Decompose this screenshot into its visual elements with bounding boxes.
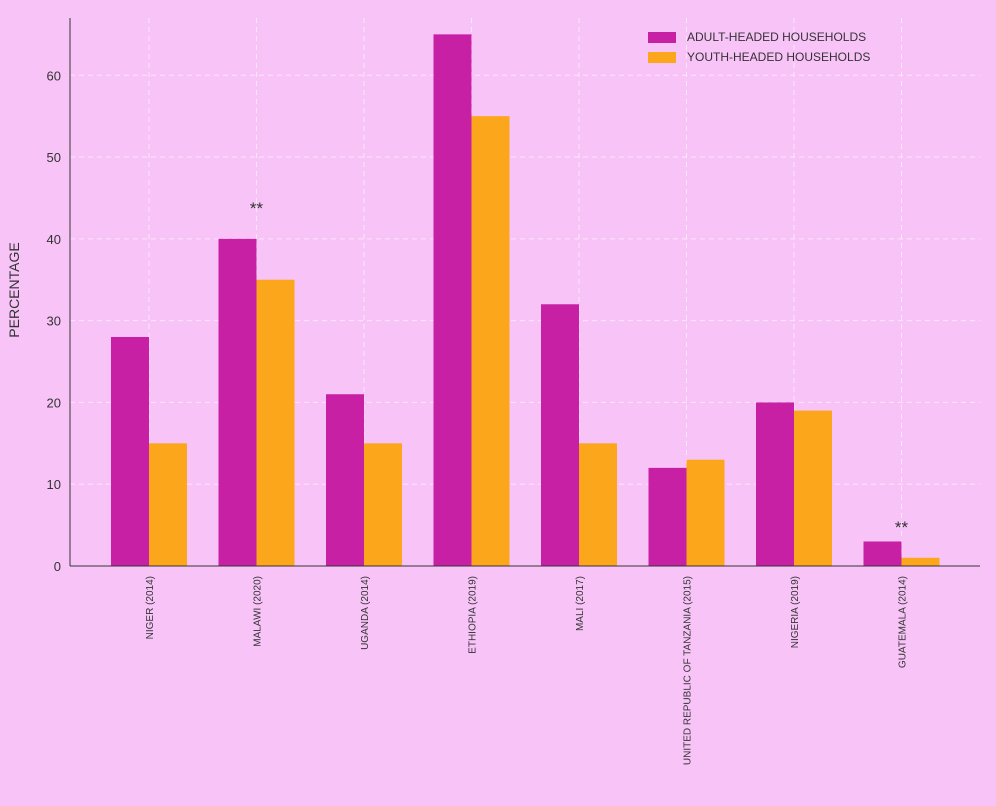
bar-youth-2 — [364, 443, 402, 566]
bar-youth-6 — [794, 410, 832, 566]
bar-youth-0 — [149, 443, 187, 566]
y-tick-label: 40 — [47, 232, 61, 247]
annotations: ** ** — [250, 199, 909, 537]
bar-adult-5 — [648, 467, 687, 566]
legend-label-youth: YOUTH-HEADED HOUSEHOLDS — [687, 50, 870, 64]
legend: ADULT-HEADED HOUSEHOLDS YOUTH-HEADED HOU… — [648, 30, 870, 64]
legend-swatch-youth — [648, 52, 676, 63]
bar-adult-1 — [218, 238, 257, 566]
legend-label-adult: ADULT-HEADED HOUSEHOLDS — [687, 30, 866, 44]
y-tick-label: 20 — [47, 395, 61, 410]
bar-youth-3 — [471, 116, 510, 566]
bar-youth-4 — [579, 443, 617, 566]
y-tick-label: 30 — [47, 314, 61, 329]
x-tick-label: NIGER (2014) — [145, 576, 156, 639]
significance-marker: ** — [895, 518, 909, 537]
y-axis-label: PERCENTAGE — [6, 242, 22, 337]
x-tick-label: NIGERIA (2019) — [790, 576, 801, 648]
bar-youth-7 — [901, 557, 940, 566]
x-tick-label: UGANDA (2014) — [360, 576, 371, 650]
significance-marker: ** — [250, 199, 264, 218]
bar-adult-2 — [326, 394, 364, 566]
x-tick-label: GUATEMALA (2014) — [898, 576, 909, 668]
x-tick-label: ETHIOPIA (2019) — [468, 576, 479, 654]
bar-adult-7 — [863, 541, 902, 566]
x-tick-label: UNITED REPUBLIC OF TANZANIA (2015) — [683, 576, 694, 765]
x-tick-label: MALI (2017) — [575, 576, 586, 631]
gridlines — [70, 18, 980, 566]
bar-youth-5 — [686, 459, 725, 566]
bars — [111, 34, 940, 566]
y-tick-label: 10 — [47, 477, 61, 492]
x-tick-label: MALAWI (2020) — [253, 576, 264, 647]
axes — [69, 18, 980, 567]
y-tick-label: 0 — [54, 559, 61, 574]
legend-swatch-adult — [648, 32, 676, 43]
bar-adult-3 — [433, 34, 472, 566]
y-tick-label: 60 — [47, 68, 61, 83]
bar-youth-1 — [256, 279, 295, 566]
bar-adult-4 — [541, 304, 579, 566]
y-tick-labels: 0 10 20 30 40 50 60 — [47, 68, 61, 574]
bar-adult-0 — [111, 336, 149, 566]
x-tick-labels: NIGER (2014) MALAWI (2020) UGANDA (2014) ET… — [145, 576, 909, 765]
y-tick-label: 50 — [47, 150, 61, 165]
bar-adult-6 — [756, 402, 794, 566]
